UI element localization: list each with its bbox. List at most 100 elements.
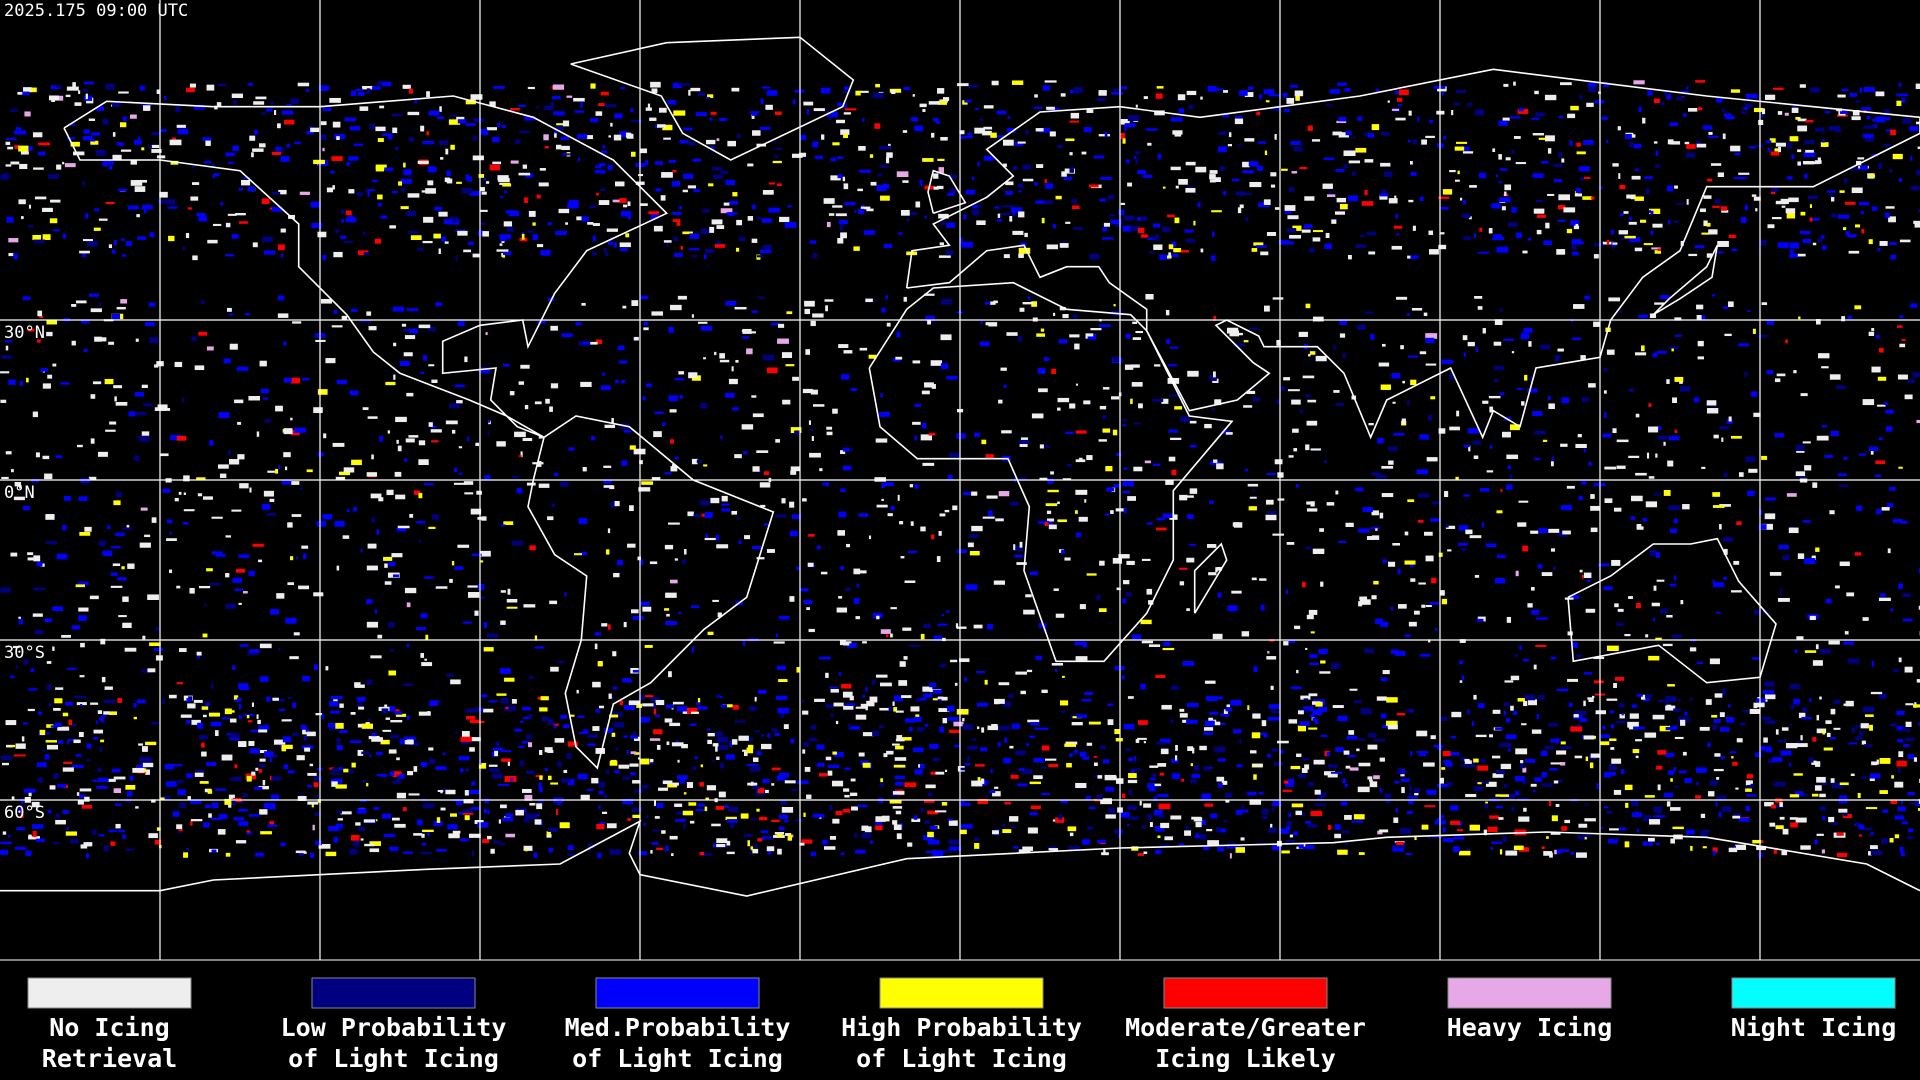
icing-pixel	[1044, 179, 1048, 183]
icing-pixel	[519, 130, 531, 134]
icing-pixel	[1547, 395, 1551, 401]
icing-pixel	[949, 188, 957, 194]
icing-pixel	[967, 756, 971, 762]
icing-pixel	[270, 101, 274, 105]
icing-pixel	[1541, 572, 1553, 577]
icing-pixel	[248, 814, 260, 817]
icing-pixel	[1071, 721, 1083, 726]
icing-pixel	[333, 836, 339, 843]
icing-pixel	[1789, 242, 1800, 249]
icing-pixel	[610, 122, 613, 127]
icing-pixel	[1631, 799, 1639, 803]
icing-pixel	[1728, 416, 1732, 422]
icing-pixel	[543, 105, 554, 111]
icing-pixel	[858, 513, 869, 517]
icing-pixel	[175, 106, 181, 112]
icing-pixel	[961, 824, 973, 829]
icing-pixel	[1789, 762, 1792, 767]
icing-pixel	[357, 749, 364, 756]
icing-pixel	[844, 86, 849, 91]
icing-pixel	[1472, 721, 1475, 726]
icing-pixel	[1678, 770, 1687, 774]
icing-pixel	[664, 472, 672, 475]
icing-pixel	[754, 844, 758, 849]
icing-pixel	[1140, 619, 1152, 625]
icing-pixel	[1746, 774, 1753, 779]
icing-pixel	[875, 816, 886, 822]
icing-pixel	[492, 747, 503, 751]
icing-pixel	[545, 398, 550, 404]
icing-pixel	[11, 796, 15, 800]
icing-pixel	[1101, 852, 1109, 856]
icing-pixel	[129, 775, 134, 781]
icing-pixel	[404, 587, 417, 594]
icing-pixel	[454, 731, 458, 734]
icing-pixel	[1223, 709, 1228, 714]
icing-pixel	[669, 409, 677, 413]
icing-pixel	[1111, 92, 1124, 95]
icing-pixel	[1, 476, 9, 480]
icing-pixel	[1102, 227, 1108, 232]
icing-pixel	[1171, 773, 1181, 779]
icing-pixel	[283, 764, 289, 770]
icing-pixel	[1555, 803, 1560, 807]
icing-pixel	[1488, 228, 1493, 234]
icing-pixel	[640, 758, 650, 765]
icing-pixel	[407, 770, 414, 776]
icing-pixel	[1038, 520, 1050, 524]
icing-pixel	[323, 433, 327, 439]
icing-pixel	[394, 823, 406, 828]
icing-pixel	[942, 97, 950, 101]
icing-pixel	[224, 708, 232, 715]
icing-pixel	[271, 776, 282, 781]
icing-pixel	[1041, 745, 1050, 751]
icing-pixel	[1889, 838, 1894, 843]
icing-pixel	[1099, 405, 1107, 410]
icing-pixel	[695, 112, 707, 117]
icing-pixel	[1623, 211, 1629, 214]
icing-pixel	[974, 127, 985, 134]
icing-pixel	[708, 183, 714, 187]
icing-pixel	[1217, 846, 1225, 852]
icing-pixel	[1229, 853, 1232, 859]
icing-pixel	[273, 754, 278, 758]
icing-pixel	[1862, 399, 1875, 406]
icing-pixel	[339, 827, 343, 832]
icing-pixel	[1487, 826, 1498, 833]
icing-pixel	[361, 723, 373, 729]
icing-pixel	[363, 231, 366, 236]
icing-pixel	[1303, 698, 1309, 701]
icing-pixel	[614, 113, 623, 119]
icing-pixel	[167, 199, 176, 205]
icing-pixel	[553, 724, 557, 729]
icing-pixel	[1673, 575, 1677, 581]
icing-pixel	[971, 780, 983, 787]
icing-pixel	[874, 299, 878, 302]
icing-pixel	[534, 646, 545, 649]
icing-pixel	[588, 844, 591, 851]
icing-pixel	[182, 246, 186, 251]
icing-pixel	[1881, 507, 1890, 511]
icing-pixel	[5, 345, 9, 351]
icing-pixel	[384, 581, 392, 585]
icing-pixel	[962, 136, 973, 139]
icing-pixel	[1545, 222, 1550, 229]
icing-pixel	[1157, 835, 1161, 839]
icing-pixel	[1359, 234, 1366, 238]
icing-pixel	[350, 834, 360, 841]
icing-pixel	[35, 452, 40, 458]
icing-pixel	[1809, 217, 1813, 222]
icing-pixel	[1696, 143, 1707, 148]
icing-pixel	[1493, 378, 1499, 383]
icing-pixel	[1631, 802, 1639, 807]
icing-pixel	[369, 848, 380, 853]
icing-pixel	[1442, 827, 1446, 833]
icing-pixel	[1855, 100, 1861, 103]
icing-pixel	[598, 822, 605, 825]
icing-pixel	[430, 429, 442, 433]
icing-pixel	[1221, 113, 1229, 118]
icing-pixel	[1861, 107, 1871, 111]
icing-pixel	[1657, 784, 1661, 791]
icing-pixel	[84, 796, 90, 802]
icing-pixel	[617, 559, 623, 566]
